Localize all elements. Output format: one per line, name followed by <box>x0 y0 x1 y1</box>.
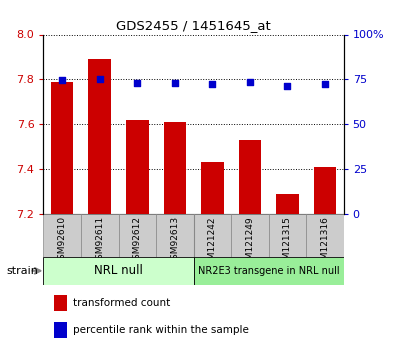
Bar <box>51 82 73 214</box>
Bar <box>194 214 231 257</box>
Bar <box>156 214 194 257</box>
Bar <box>81 214 118 257</box>
Point <box>246 79 253 85</box>
Point <box>97 77 103 82</box>
Text: GSM121316: GSM121316 <box>320 216 329 271</box>
Text: GSM92613: GSM92613 <box>170 216 179 265</box>
Bar <box>43 214 81 257</box>
Text: GSM92612: GSM92612 <box>133 216 142 265</box>
Point <box>171 80 178 86</box>
Bar <box>231 214 269 257</box>
Bar <box>306 214 344 257</box>
Text: transformed count: transformed count <box>73 298 170 308</box>
Text: NR2E3 transgene in NRL null: NR2E3 transgene in NRL null <box>198 266 339 276</box>
Text: NRL null: NRL null <box>94 264 143 277</box>
Point <box>59 78 66 83</box>
Bar <box>54 322 67 338</box>
Point <box>322 81 328 87</box>
Text: GSM92610: GSM92610 <box>58 216 67 265</box>
Bar <box>164 122 186 214</box>
Bar <box>126 120 149 214</box>
Bar <box>43 257 194 285</box>
Bar <box>194 257 344 285</box>
Bar <box>276 194 299 214</box>
Title: GDS2455 / 1451645_at: GDS2455 / 1451645_at <box>116 19 271 32</box>
Point <box>284 83 290 88</box>
Text: GSM121249: GSM121249 <box>245 216 254 271</box>
Text: GSM121242: GSM121242 <box>208 216 217 270</box>
Text: GSM92611: GSM92611 <box>95 216 104 265</box>
Point <box>209 81 216 87</box>
Text: GSM121315: GSM121315 <box>283 216 292 271</box>
Point <box>134 80 141 86</box>
Bar <box>88 59 111 214</box>
Bar <box>118 214 156 257</box>
Bar <box>201 162 224 214</box>
Text: strain: strain <box>6 266 38 276</box>
Bar <box>239 140 261 214</box>
Bar <box>269 214 306 257</box>
Text: percentile rank within the sample: percentile rank within the sample <box>73 325 249 335</box>
Bar <box>314 167 336 214</box>
Bar <box>54 295 67 311</box>
